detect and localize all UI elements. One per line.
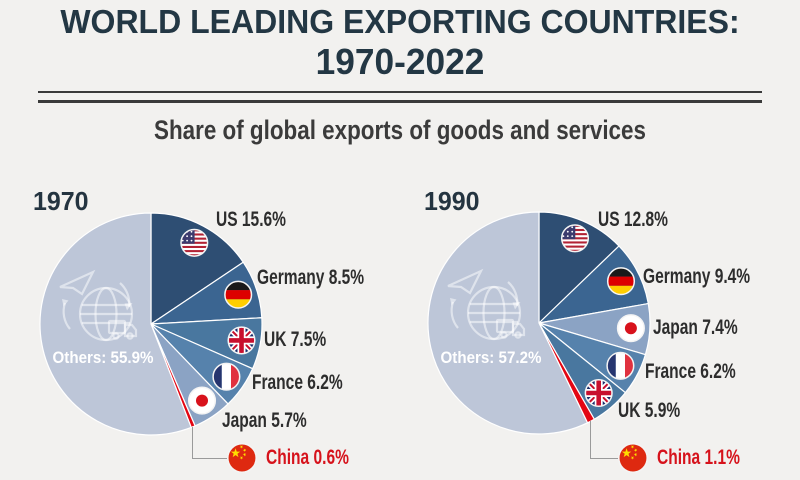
- pie-1990-label-china: China 1.1%: [657, 446, 740, 469]
- chart-subtitle: Share of global exports of goods and ser…: [154, 115, 646, 145]
- page-title-line2: 1970-2022: [315, 41, 485, 82]
- pie-1990-year-label: 1990: [424, 186, 480, 216]
- uk-flag-icon: [584, 378, 613, 408]
- page-title-line1: WORLD LEADING EXPORTING COUNTRIES:: [60, 3, 740, 40]
- pie-1970-china-callout-line: [192, 427, 228, 459]
- globe-trade-watermark-icon: [447, 268, 526, 341]
- jp-flag-icon: [616, 314, 645, 343]
- china-flag-icon: [617, 442, 649, 474]
- pie-slice-us-1970: [150, 212, 244, 325]
- pie-1990-label-us: US 12.8%: [598, 208, 668, 231]
- pie-1990-label-uk: UK 5.9%: [618, 399, 681, 422]
- pie-1990-label-france: France 6.2%: [645, 360, 736, 383]
- pie-chart-1970: [11, 184, 291, 464]
- de-flag-icon: [224, 280, 253, 309]
- pie-1970-label-france: France 6.2%: [252, 371, 343, 394]
- pie-1970-china-callout: China 0.6%: [226, 442, 378, 474]
- pie-1990-china-callout: China 1.1%: [617, 442, 769, 474]
- us-flag-icon: [560, 224, 590, 253]
- pie-1970-label-uk: UK 7.5%: [264, 328, 327, 351]
- china-flag-icon: [226, 442, 258, 474]
- de-flag-icon: [606, 267, 636, 296]
- globe-trade-watermark-icon: [59, 269, 138, 342]
- pie-1970-label-germany: Germany 8.5%: [257, 266, 365, 289]
- us-flag-icon: [180, 228, 209, 257]
- fr-flag-icon: [212, 362, 241, 391]
- double-rule-divider: [38, 91, 762, 103]
- pie-1990-china-callout-line: [590, 421, 619, 459]
- pie-1970-year-label: 1970: [33, 186, 89, 216]
- pie-1990-label-japan: Japan 7.4%: [653, 316, 738, 339]
- fr-flag-icon: [606, 351, 635, 380]
- pie-1970-others-label: Others: 55.9%: [52, 348, 154, 367]
- pie-1990-label-germany: Germany 9.4%: [643, 265, 751, 288]
- jp-flag-icon: [187, 386, 217, 415]
- pie-1970-label-china: China 0.6%: [266, 446, 349, 469]
- page-title: WORLD LEADING EXPORTING COUNTRIES: 1970-…: [0, 2, 800, 82]
- uk-flag-icon: [227, 326, 256, 355]
- pie-1970-label-japan: Japan 5.7%: [222, 409, 307, 432]
- pie-slice-us-1990: [538, 211, 620, 324]
- pie-chart-1990: [399, 183, 679, 463]
- pie-1990-others-label: Others: 57.2%: [440, 348, 542, 367]
- pie-1970-label-us: US 15.6%: [216, 208, 286, 231]
